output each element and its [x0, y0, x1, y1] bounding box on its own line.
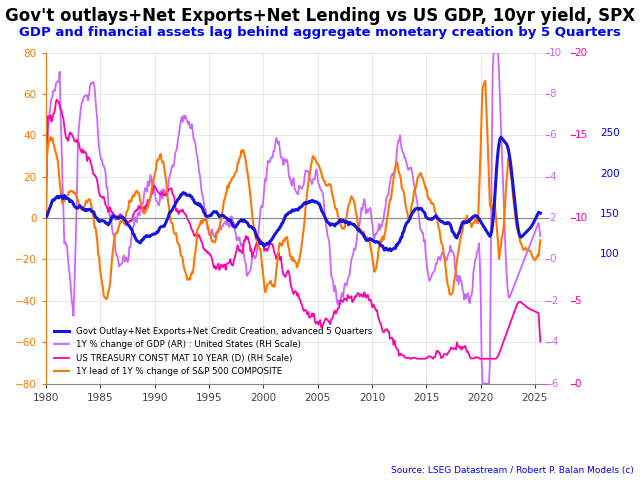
Text: -4: -4: [549, 337, 559, 347]
Legend: Govt Outlay+Net Exports+Net Credit Creation, advanced 5 Quarters, 1Y % change of: Govt Outlay+Net Exports+Net Credit Creat…: [50, 324, 376, 379]
Text: 10: 10: [549, 48, 562, 58]
Text: 6: 6: [549, 131, 556, 140]
Text: 250: 250: [600, 128, 620, 138]
Text: 100: 100: [600, 250, 620, 259]
Text: 2: 2: [549, 213, 556, 223]
Text: 0: 0: [549, 254, 556, 264]
Text: 150: 150: [600, 209, 620, 219]
Text: -6: -6: [549, 379, 559, 389]
Text: GDP and financial assets lag behind aggregate monetary creation by 5 Quarters: GDP and financial assets lag behind aggr…: [19, 26, 621, 39]
Text: 20: 20: [575, 48, 588, 58]
Text: 15: 15: [575, 131, 588, 140]
Text: Gov't outlays+Net Exports+Net Lending vs US GDP, 10yr yield, SPX: Gov't outlays+Net Exports+Net Lending vs…: [5, 7, 635, 25]
Text: -2: -2: [549, 296, 559, 306]
Text: Source: LSEG Datastream / Robert P. Balan Models (c): Source: LSEG Datastream / Robert P. Bala…: [391, 466, 634, 475]
Text: 5: 5: [575, 296, 581, 306]
Text: 0: 0: [575, 379, 581, 389]
Text: 200: 200: [600, 168, 620, 179]
Text: 8: 8: [549, 89, 556, 99]
Text: 4: 4: [549, 172, 556, 182]
Text: 10: 10: [575, 213, 588, 223]
